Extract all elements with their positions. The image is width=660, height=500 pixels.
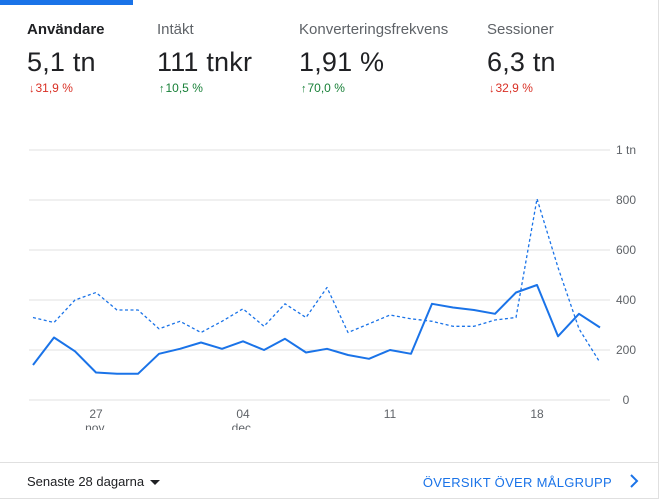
x-tick-label: 18	[530, 407, 544, 421]
tab-conversion-rate-change: ↑70,0 %	[301, 81, 345, 95]
tab-users-value: 5,1 tn	[27, 47, 96, 77]
y-tick-label: 200	[616, 343, 636, 357]
chevron-right-icon[interactable]	[627, 473, 641, 489]
y-tick-label: 0	[623, 393, 630, 407]
tab-conversion-rate-value: 1,91 %	[299, 47, 385, 77]
date-range-dropdown[interactable]: Senaste 28 dagarna	[27, 474, 161, 489]
tab-revenue[interactable]: Intäkt 111 tnkr ↑10,5 %	[157, 0, 287, 110]
date-range-label: Senaste 28 dagarna	[27, 474, 145, 489]
tab-revenue-label: Intäkt	[157, 21, 194, 38]
arrow-down-icon: ↓	[489, 83, 495, 95]
active-tab-indicator	[0, 0, 133, 5]
x-tick-label: 27	[89, 407, 103, 421]
series-line-solid	[32, 284, 601, 375]
audience-overview-link[interactable]: ÖVERSIKT ÖVER MÅLGRUPP	[422, 475, 612, 490]
x-tick-label: dec.	[232, 421, 255, 430]
tab-revenue-change: ↑10,5 %	[159, 81, 203, 95]
y-tick-label: 400	[616, 293, 636, 307]
tab-users[interactable]: Användare 5,1 tn ↓31,9 %	[0, 0, 150, 110]
tab-conversion-rate[interactable]: Konverteringsfrekvens 1,91 % ↑70,0 %	[299, 0, 474, 110]
tab-revenue-value: 111 tnkr	[157, 47, 253, 77]
x-tick-label: nov.	[85, 421, 107, 430]
arrow-up-icon: ↑	[301, 83, 307, 95]
tab-sessions-value: 6,3 tn	[487, 47, 556, 77]
tab-conversion-rate-label: Konverteringsfrekvens	[299, 21, 449, 38]
tab-users-change: ↓31,9 %	[29, 81, 73, 95]
tab-sessions-change: ↓32,9 %	[489, 81, 533, 95]
y-tick-label: 600	[616, 243, 636, 257]
y-tick-label: 800	[616, 193, 636, 207]
footer-divider	[0, 462, 659, 463]
x-tick-label: 04	[236, 407, 250, 421]
tab-sessions-label: Sessioner	[487, 21, 554, 38]
metric-tabs: Användare 5,1 tn ↓31,9 % Intäkt 111 tnkr…	[0, 0, 640, 110]
x-tick-label: 11	[384, 407, 397, 421]
caret-down-icon	[150, 480, 161, 486]
y-tick-label: 1 tn	[616, 143, 636, 157]
arrow-down-icon: ↓	[29, 83, 35, 95]
tab-sessions[interactable]: Sessioner 6,3 tn ↓32,9 %	[487, 0, 617, 110]
arrow-up-icon: ↑	[159, 83, 165, 95]
tab-users-label: Användare	[27, 21, 105, 38]
series-line-dashed	[32, 198, 601, 363]
